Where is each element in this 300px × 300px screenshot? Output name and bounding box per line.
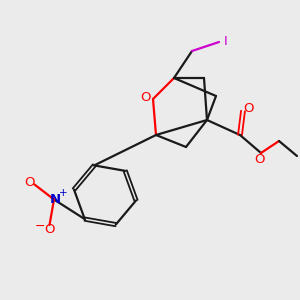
Text: N: N	[50, 193, 61, 206]
Text: −: −	[35, 220, 45, 233]
Text: +: +	[59, 188, 68, 199]
Text: O: O	[140, 91, 151, 104]
Text: O: O	[244, 101, 254, 115]
Text: I: I	[224, 34, 227, 48]
Text: O: O	[24, 176, 34, 190]
Text: O: O	[44, 223, 55, 236]
Text: O: O	[254, 153, 265, 167]
